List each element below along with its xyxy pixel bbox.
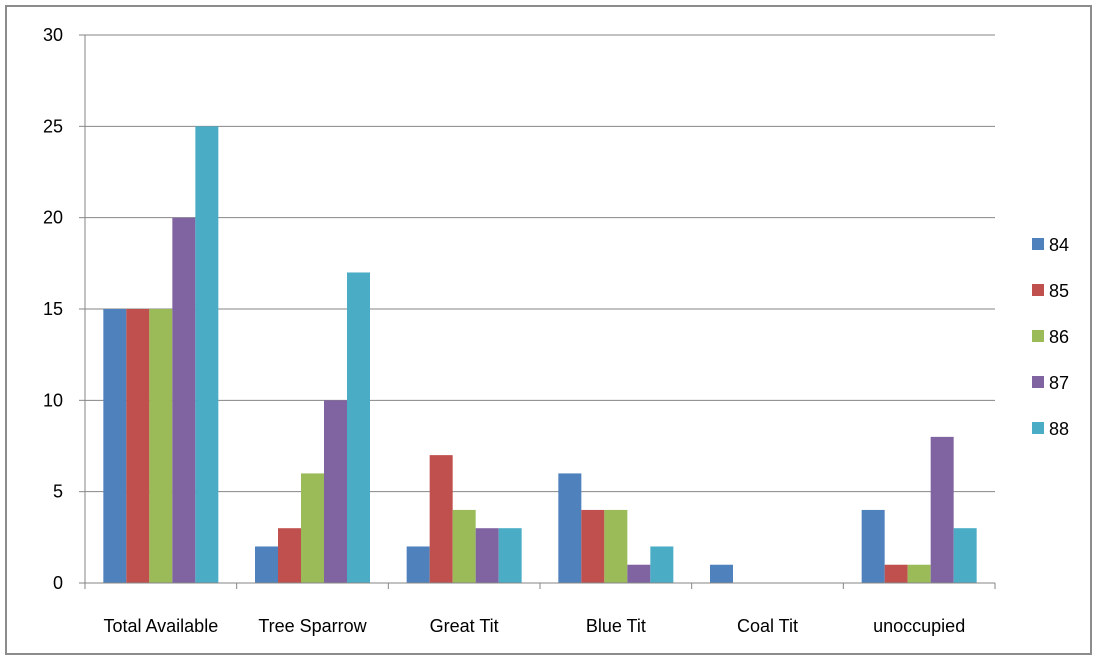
bar-87-great-tit: [475, 528, 499, 583]
bar-85-total-available: [126, 309, 150, 583]
legend-swatch-86: [1032, 330, 1044, 342]
legend-label-85: 85: [1049, 281, 1069, 301]
y-tick-label: 5: [53, 482, 63, 502]
bar-84-blue-tit: [558, 473, 582, 583]
x-tick-label: Blue Tit: [586, 616, 646, 636]
bar-87-total-available: [172, 217, 196, 583]
bar-87-tree-sparrow: [324, 400, 347, 583]
bar-84-unoccupied: [861, 509, 885, 583]
axes: [79, 34, 996, 589]
y-tick-label: 25: [43, 116, 63, 136]
legend-label-86: 86: [1049, 327, 1069, 347]
x-tick-label: unoccupied: [873, 616, 965, 636]
legend: 84 85 86 87 88: [1032, 235, 1069, 439]
tick-labels: 0 5 10 15 20 25 30 Total Available Tree Sparrow G…: [43, 25, 965, 636]
y-tick-label: 0: [53, 573, 63, 593]
legend-swatch-85: [1032, 284, 1044, 296]
bar-88-tree-sparrow: [347, 272, 370, 583]
legend-swatch-88: [1032, 422, 1044, 434]
legend-swatch-87: [1032, 376, 1044, 388]
legend-label-87: 87: [1049, 373, 1069, 393]
y-tick-label: 20: [43, 208, 63, 228]
gridlines: [85, 34, 995, 493]
bar-85-unoccupied: [884, 564, 908, 583]
x-tick-label: Tree Sparrow: [258, 616, 367, 636]
bar-85-tree-sparrow: [278, 528, 301, 583]
bar-88-total-available: [195, 126, 219, 583]
bar-88-blue-tit: [650, 546, 674, 583]
y-tick-label: 10: [43, 390, 63, 410]
bar-88-great-tit: [498, 528, 522, 583]
bar-84-total-available: [103, 309, 127, 583]
bar-86-tree-sparrow: [301, 473, 324, 583]
bar-84-tree-sparrow: [255, 546, 278, 583]
bar-86-great-tit: [452, 509, 476, 583]
y-tick-label: 15: [43, 299, 63, 319]
legend-label-88: 88: [1049, 419, 1069, 439]
legend-swatch-84: [1032, 238, 1044, 250]
bar-85-blue-tit: [581, 509, 605, 583]
y-tick-label: 30: [43, 25, 63, 45]
bar-86-unoccupied: [907, 564, 931, 583]
x-tick-label: Total Available: [103, 616, 218, 636]
x-tick-label: Coal Tit: [737, 616, 798, 636]
bars: [103, 126, 977, 583]
bar-86-blue-tit: [604, 509, 628, 583]
bar-87-unoccupied: [930, 436, 954, 583]
x-tick-label: Great Tit: [430, 616, 499, 636]
bar-84-coal-tit: [710, 564, 733, 583]
bar-85-great-tit: [429, 455, 453, 583]
bar-88-unoccupied: [953, 528, 977, 583]
legend-label-84: 84: [1049, 235, 1069, 255]
bar-86-total-available: [149, 309, 173, 583]
bar-87-blue-tit: [627, 564, 651, 583]
bar-84-great-tit: [406, 546, 430, 583]
